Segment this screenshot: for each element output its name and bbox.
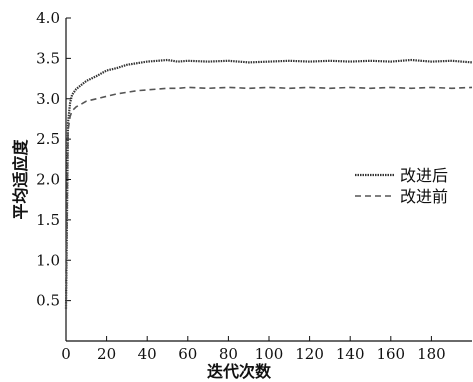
x-tick-label: 80 xyxy=(219,345,238,363)
axes: 0.5 1.0 1.5 2.0 2.5 3.0 3.5 4.0 0 20 40 60 80 100 120 1… xyxy=(36,9,472,363)
x-tick-label: 60 xyxy=(178,345,197,363)
legend-label-improved: 改进后 xyxy=(400,166,448,185)
y-tick-label: 3.5 xyxy=(36,49,60,67)
x-tick-label: 0 xyxy=(61,345,71,363)
x-tick-label: 160 xyxy=(376,345,405,363)
series-line-original xyxy=(65,86,473,309)
x-tick-label: 180 xyxy=(417,345,446,363)
x-tick-label: 140 xyxy=(336,345,365,363)
x-axis-title: 迭代次数 xyxy=(207,362,272,381)
y-tick-label: 2.0 xyxy=(36,171,60,189)
y-tick-label: 4.0 xyxy=(36,9,60,27)
legend-label-original: 改进前 xyxy=(400,187,448,206)
series-layer xyxy=(64,58,473,309)
y-tick-label: 1.0 xyxy=(36,251,60,269)
y-tick-label: 0.5 xyxy=(36,292,60,310)
x-tick-label: 40 xyxy=(138,345,157,363)
x-tick-label: 20 xyxy=(97,345,116,363)
y-tick-label: 2.5 xyxy=(36,130,60,148)
x-tick-label: 100 xyxy=(255,345,284,363)
x-tick-label: 120 xyxy=(295,345,324,363)
y-axis-title: 平均适应度 xyxy=(11,139,30,220)
y-tick-label: 1.5 xyxy=(36,211,60,229)
y-tick-label: 3.0 xyxy=(36,90,60,108)
